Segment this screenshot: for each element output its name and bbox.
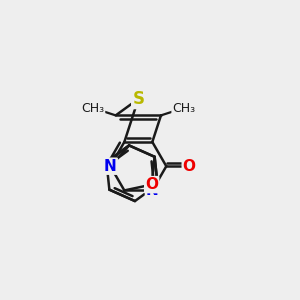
Text: CH₃: CH₃ [82, 101, 105, 115]
Text: O: O [183, 159, 196, 174]
Text: N: N [104, 159, 117, 174]
Text: O: O [145, 177, 158, 192]
Text: CH₃: CH₃ [172, 101, 195, 115]
Text: N: N [146, 183, 159, 198]
Text: S: S [132, 90, 144, 108]
